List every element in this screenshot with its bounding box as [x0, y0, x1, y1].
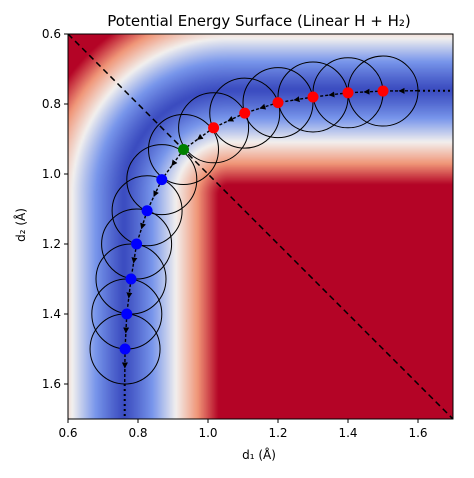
y-tick-label-0: 0.6: [42, 27, 61, 41]
reactant-point-5: [120, 344, 131, 355]
y-tick-label-1: 0.8: [42, 97, 61, 111]
plot-area: [68, 34, 453, 419]
x-tick-label-5: 1.6: [408, 426, 427, 440]
product-point-1: [343, 87, 354, 98]
x-tick-label-4: 1.4: [338, 426, 357, 440]
x-tick-label-1: 0.8: [128, 426, 147, 440]
product-point-5: [208, 122, 219, 133]
y-tick-label-5: 1.6: [42, 377, 61, 391]
reactant-point-2: [131, 239, 142, 250]
y-tick-label-3: 1.2: [42, 237, 61, 251]
x-axis-label: d₁ (Å): [242, 447, 276, 462]
product-point-0: [378, 86, 389, 97]
reactant-point-0: [156, 174, 167, 185]
y-axis: 0.6 0.8 1.0 1.2 1.4 1.6: [42, 27, 68, 391]
product-point-4: [239, 108, 250, 119]
path-arrow-4: [260, 107, 263, 108]
y-tick-label-2: 1.0: [42, 167, 61, 181]
transition-state-point-0: [178, 144, 189, 155]
product-point-3: [273, 97, 284, 108]
chart-title: Potential Energy Surface (Linear H + H₂): [107, 12, 410, 30]
y-tick-label-4: 1.4: [42, 307, 61, 321]
x-tick-label-0: 0.6: [58, 426, 77, 440]
y-axis-label: d₂ (Å): [13, 208, 28, 242]
x-tick-label-3: 1.2: [268, 426, 287, 440]
reactant-point-3: [126, 274, 137, 285]
x-axis: 0.6 0.8 1.0 1.2 1.4 1.6: [58, 419, 427, 440]
product-point-2: [308, 92, 319, 103]
x-tick-label-2: 1.0: [198, 426, 217, 440]
reactant-point-1: [142, 205, 153, 216]
reactant-point-4: [121, 309, 132, 320]
path-arrow-9: [142, 225, 143, 228]
